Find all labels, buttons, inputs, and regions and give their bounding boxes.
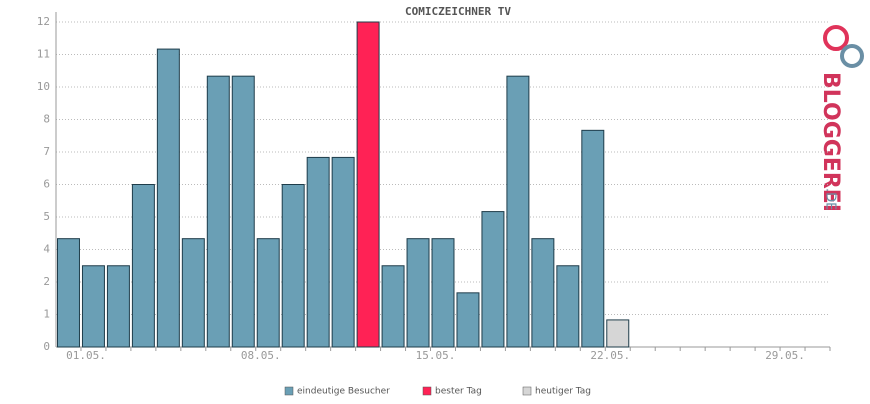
bar [581, 129, 605, 348]
bar [556, 265, 580, 348]
logo-text: BLOGGEREI [818, 72, 843, 212]
y-tick-label: 5 [43, 210, 50, 223]
logo-suffix: .DE [823, 188, 838, 210]
y-tick-label: 11 [37, 48, 50, 61]
bar [106, 265, 130, 348]
bar [406, 238, 430, 348]
bar [156, 48, 180, 348]
y-tick-label: 2 [43, 275, 50, 288]
legend-swatch [422, 386, 432, 396]
y-tick-label: 0 [43, 340, 50, 353]
bar [531, 238, 555, 348]
y-tick-label: 1 [43, 308, 50, 321]
bar [431, 238, 455, 348]
y-tick-label: 10 [37, 80, 50, 93]
bar [356, 21, 380, 348]
bar [56, 238, 80, 348]
bar [231, 75, 255, 348]
y-tick-label: 8 [43, 113, 50, 126]
legend-label: eindeutige Besucher [297, 387, 390, 397]
bar [506, 75, 530, 348]
bar [181, 238, 205, 348]
y-tick-label: 4 [43, 243, 50, 256]
legend-swatch [284, 386, 294, 396]
x-tick-label: 01.05. [66, 349, 106, 362]
bar [306, 156, 330, 348]
x-tick-label: 29.05. [765, 349, 805, 362]
legend-label: bester Tag [435, 387, 482, 397]
legend-label: heutiger Tag [535, 387, 591, 397]
x-tick-label: 15.05. [416, 349, 456, 362]
y-tick-label: 6 [43, 178, 50, 191]
bar [81, 265, 105, 348]
bar [131, 184, 155, 348]
x-tick-label: 08.05. [241, 349, 281, 362]
bar [281, 184, 305, 348]
y-tick-label: 12 [37, 15, 50, 28]
bar [456, 292, 480, 348]
logo-icon [823, 25, 864, 68]
legend-swatch [522, 386, 532, 396]
chart-title: COMICZEICHNER TV [405, 5, 511, 18]
bar [381, 265, 405, 348]
bar [256, 238, 280, 348]
y-tick-label: 7 [43, 145, 50, 158]
bar [331, 156, 355, 348]
bar [481, 211, 505, 348]
bar [206, 75, 230, 348]
bar [606, 319, 630, 348]
x-tick-label: 22.05. [590, 349, 630, 362]
